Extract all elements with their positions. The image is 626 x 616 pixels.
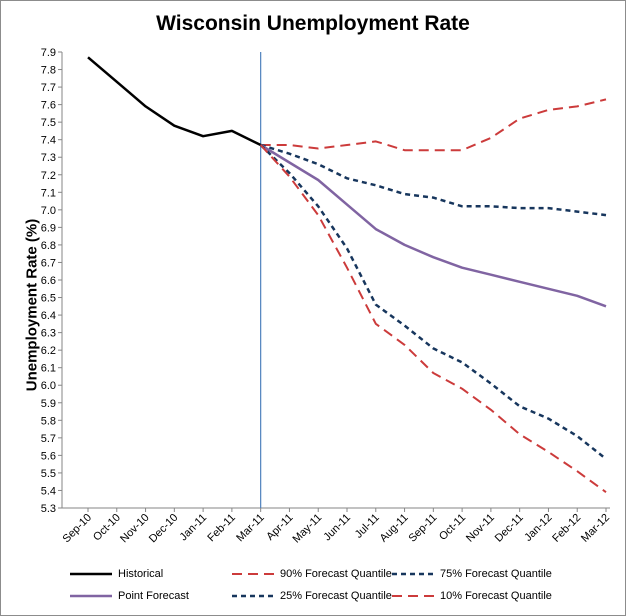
y-tick-label: 6.3 [41, 328, 56, 340]
series-line-90-forecast-quantile [260, 98, 607, 152]
legend-item-90-quantile: 90% Forecast Quantile [232, 566, 392, 582]
legend-label-90-quantile: 90% Forecast Quantile [280, 568, 392, 580]
x-tick-label: Feb-12 [550, 512, 583, 545]
legend-label-75-quantile: 75% Forecast Quantile [440, 568, 552, 580]
legend-item-point-forecast: Point Forecast [70, 588, 189, 604]
x-tick-label: Mar-12 [579, 512, 612, 545]
y-tick-label: 7.5 [41, 117, 56, 129]
series-line-75-forecast-quantile [260, 143, 607, 217]
series-line-historical [87, 56, 262, 147]
y-tick-label: 5.4 [41, 485, 56, 497]
y-tick-label: 7.9 [41, 47, 56, 59]
y-tick-label: 5.5 [41, 468, 56, 480]
plot-area: 7.9 7.8 7.7 7.6 7.5 7.4 7.3 7.2 7.1 7.0 6.9 6.8 6.7 6… [41, 47, 612, 546]
y-tick-label: 6.7 [41, 257, 56, 269]
x-tick-label: Dec-11 [493, 512, 526, 545]
x-tick-label: May-11 [290, 512, 324, 546]
legend-item-75-quantile: 75% Forecast Quantile [392, 566, 552, 582]
x-tick-label: Oct-11 [437, 512, 468, 543]
legend-label-25-quantile: 25% Forecast Quantile [280, 590, 392, 602]
x-tick-label: Sep-10 [61, 512, 95, 546]
y-tick-label: 5.9 [41, 398, 56, 410]
x-tick-label: Jan-12 [522, 512, 554, 544]
x-tick-label: Jan-11 [178, 512, 210, 544]
y-tick-label: 6.2 [41, 345, 56, 357]
x-tick-label: Aug-11 [378, 512, 411, 545]
legend-label-10-quantile: 10% Forecast Quantile [440, 590, 552, 602]
y-tick-label: 6.8 [41, 240, 56, 252]
x-tick-label: Jun-11 [321, 512, 353, 544]
x-tick-label: Mar-11 [234, 512, 267, 545]
series-line-point-forecast [260, 143, 607, 308]
x-tick-label: Oct-10 [91, 512, 123, 544]
x-tick-label: Feb-11 [205, 512, 238, 545]
x-tick-label: Sep-11 [406, 512, 439, 545]
legend-item-25-quantile: 25% Forecast Quantile [232, 588, 392, 604]
y-tick-label: 7.3 [41, 152, 56, 164]
series-line-10-forecast-quantile [259, 144, 607, 494]
y-tick-label: 6.1 [41, 363, 56, 375]
y-tick-label: 6.5 [41, 293, 56, 305]
legend-item-10-quantile: 10% Forecast Quantile [392, 588, 552, 604]
chart-title: Wisconsin Unemployment Rate [156, 12, 470, 35]
y-tick-label: 7.2 [41, 170, 56, 182]
y-tick-label: 6.4 [41, 310, 56, 322]
y-tick-label: 7.1 [41, 187, 56, 199]
y-tick-label: 5.8 [41, 415, 56, 427]
legend-label-historical: Historical [118, 568, 164, 580]
y-tick-label: 7.7 [41, 82, 56, 94]
y-tick-label: 5.7 [41, 433, 56, 445]
y-tick-label: 6.6 [41, 275, 56, 287]
y-tick-label: 7.8 [41, 65, 56, 77]
y-tick-label: 7.4 [41, 135, 56, 147]
y-tick-label: 6.9 [41, 222, 56, 234]
legend-item-historical: Historical [70, 566, 163, 582]
x-tick-label: Nov-11 [464, 512, 497, 545]
legend-label-point-forecast: Point Forecast [118, 590, 189, 602]
y-tick-label: 6.0 [41, 380, 56, 392]
y-tick-label: 5.6 [41, 450, 56, 462]
y-tick-label: 7.0 [41, 205, 56, 217]
series-line-25-forecast-quantile [259, 144, 607, 460]
x-tick-label: Nov-10 [118, 512, 152, 546]
x-tick-label: Dec-10 [147, 512, 181, 546]
y-tick-label: 5.3 [41, 503, 56, 515]
y-tick-label: 7.6 [41, 100, 56, 112]
